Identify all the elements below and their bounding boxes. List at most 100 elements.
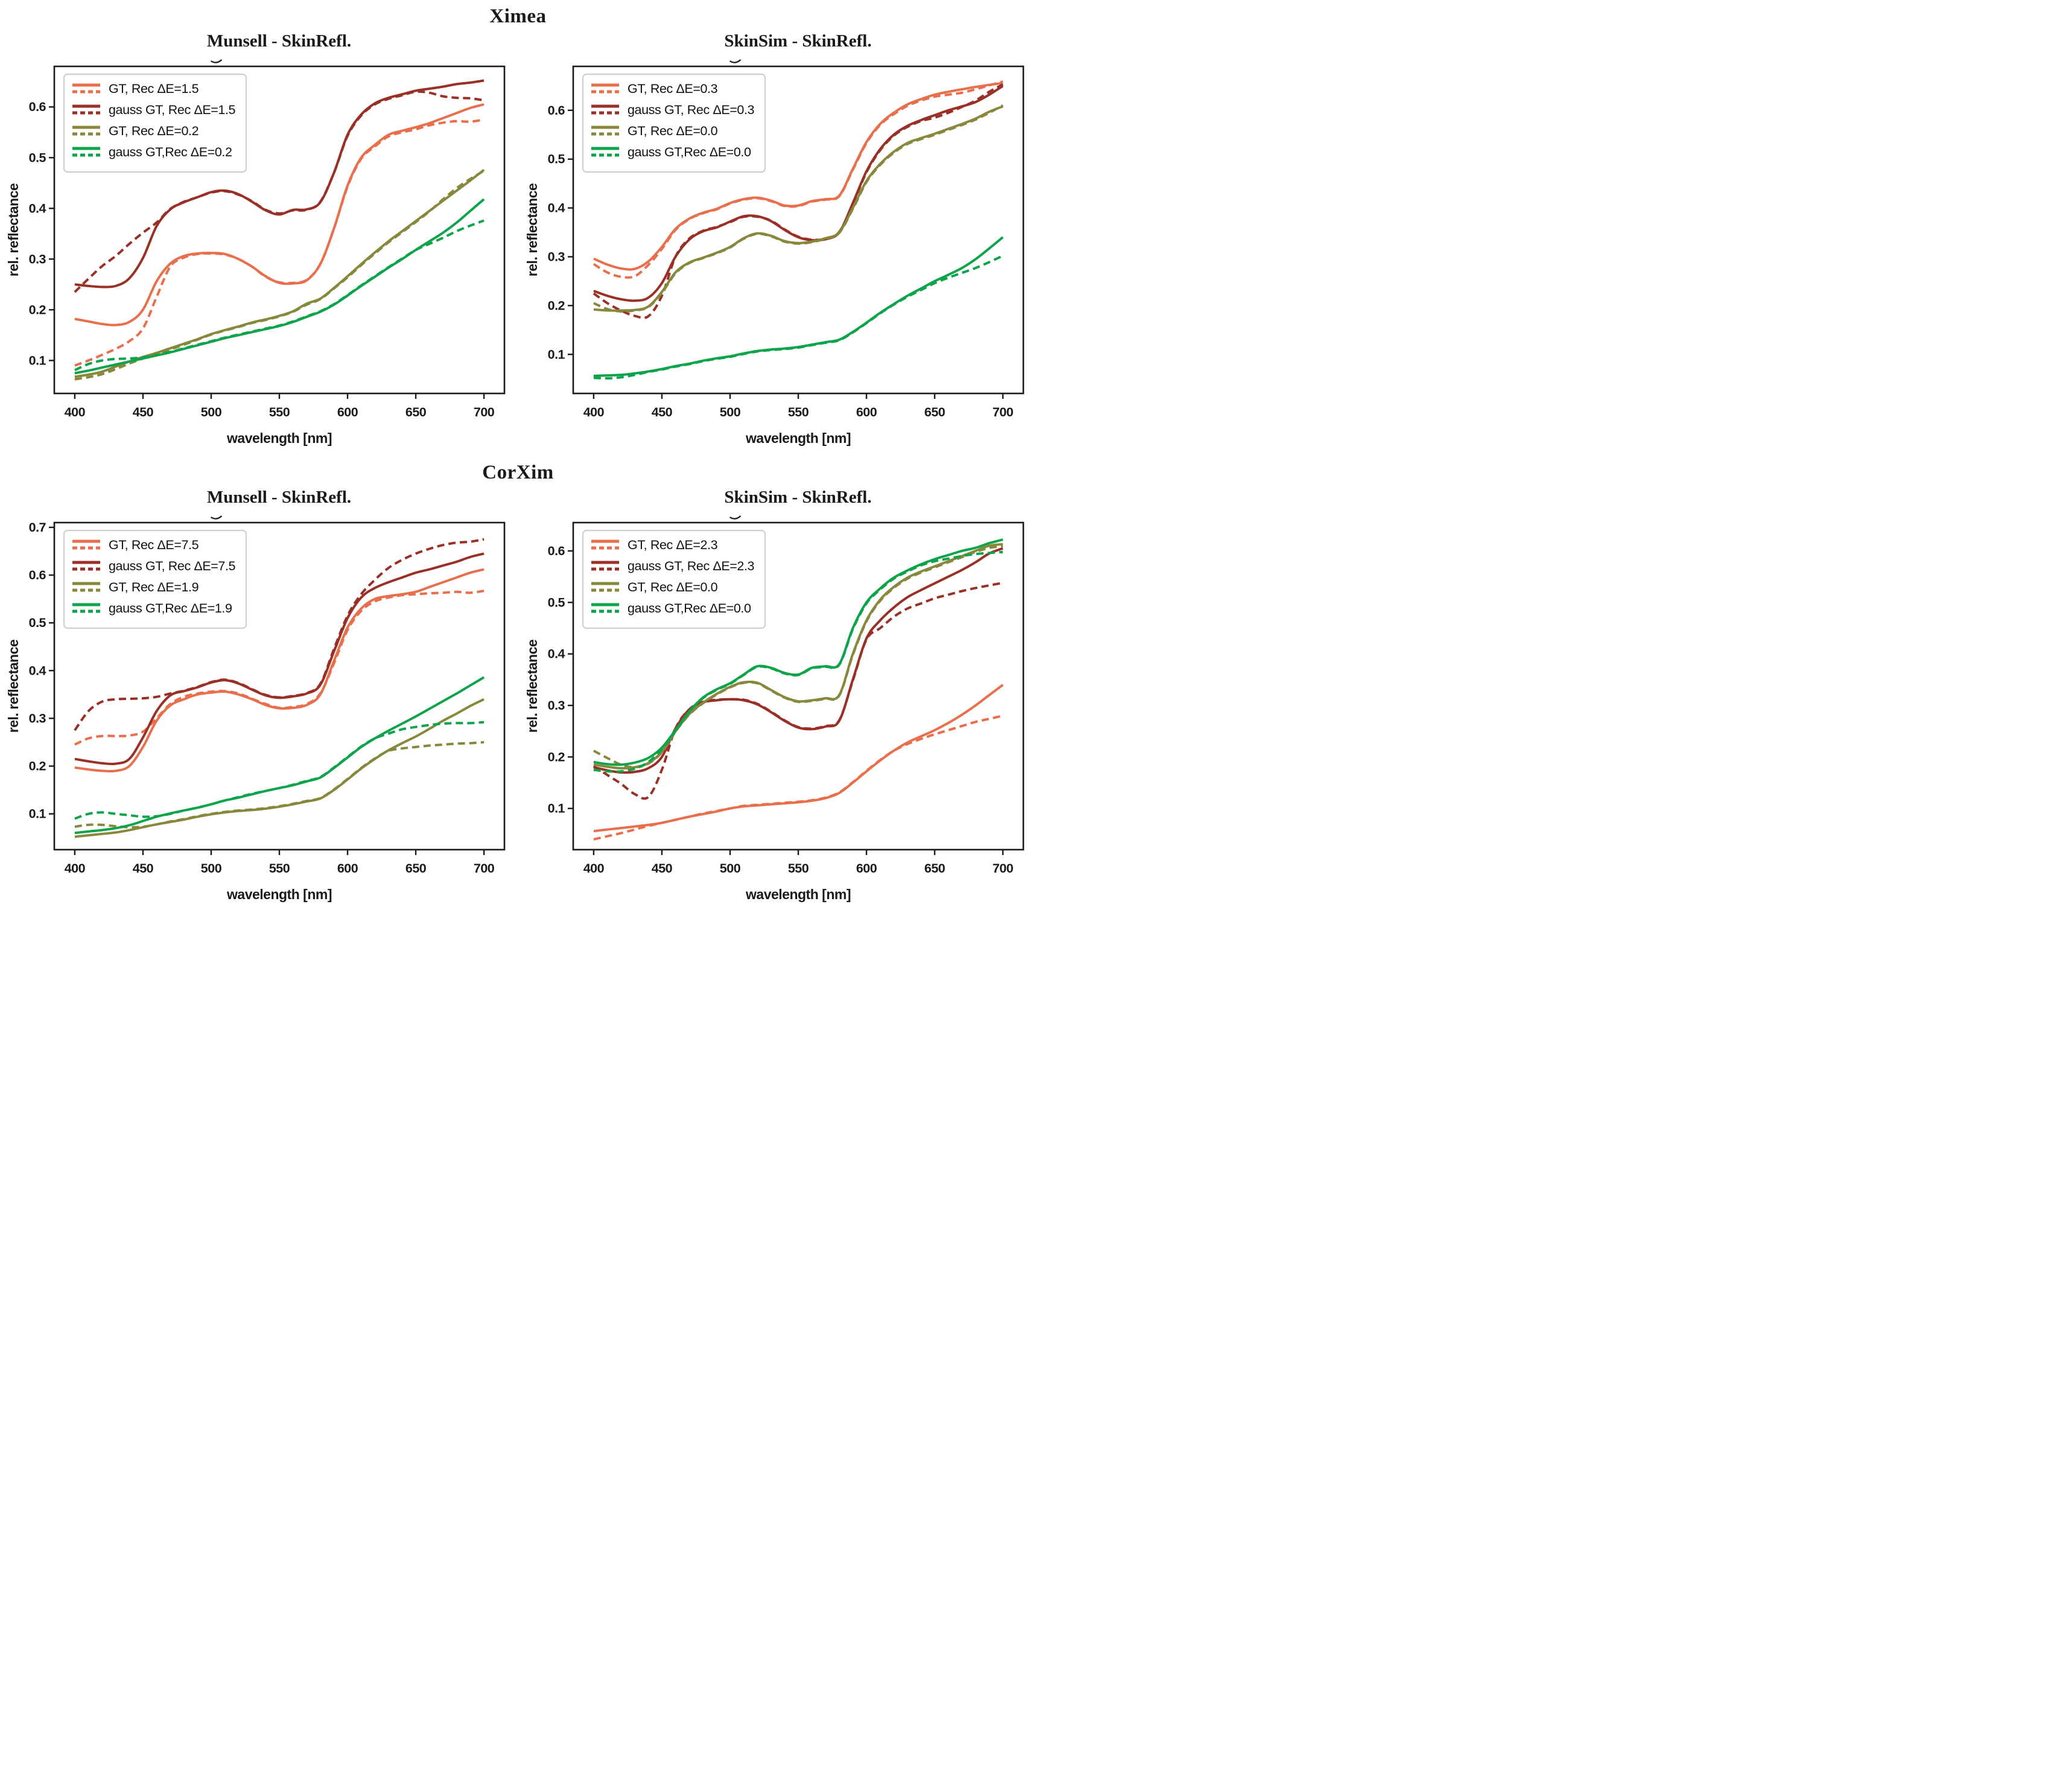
y-tick-label: 0.4 [547, 647, 565, 661]
plot-title-corxim-munsell: Munsell - SkinRefl. [206, 488, 352, 507]
series-3-Rec-darkred-dashed [593, 581, 1003, 800]
x-tick-label: 450 [132, 861, 153, 876]
series-3-Rec-orange-dashed [593, 714, 1003, 841]
y-axis-label: rel. reflectance [524, 640, 540, 733]
plot-title-corxim-skinsim: SkinSim - SkinRefl. [724, 488, 872, 507]
chart-svg-ximea-munsell: 400 450 500 550 600 650 700 0.1 0.2 0.3 0.4 0.5 0.6 w… [5, 59, 505, 446]
x-tick-label: 550 [269, 861, 290, 876]
x-tick-label: 650 [924, 861, 945, 876]
y-tick-label: 0.5 [28, 616, 46, 630]
suptitle-row2: CorXim [482, 462, 554, 483]
x-axis-label: wavelength [nm] [226, 886, 332, 902]
legend-entry-label: GT, Rec ΔE=2.3 [628, 538, 718, 552]
y-tick-label: 0.2 [547, 298, 565, 313]
x-tick-label: 600 [337, 405, 358, 419]
plot-corxim-munsell: Munsell - SkinRefl. 400 450 500 550 600 650 70… [4, 484, 514, 908]
y-tick-label: 0.7 [28, 520, 46, 535]
legend-entry-label: GT, Rec ΔE=1.9 [109, 580, 199, 594]
figure: Ximea Munsell - SkinRefl. 400 450 500 550 60… [0, 0, 1036, 908]
y-tick-label: 0.5 [547, 595, 565, 609]
x-tick-label: 600 [856, 861, 877, 876]
x-tick-label: 400 [64, 861, 85, 876]
y-tick-label: 0.5 [547, 152, 565, 167]
x-tick-label: 550 [787, 861, 809, 876]
y-tick-label: 0.4 [28, 201, 46, 215]
y-tick-label: 0.4 [28, 663, 46, 678]
series-0-Rec-green-dashed [74, 219, 485, 372]
x-tick-label: 500 [719, 405, 740, 419]
y-axis-label: rel. reflectance [5, 183, 21, 276]
row-ximea: Munsell - SkinRefl. 400 450 500 550 600 650 70… [0, 28, 1036, 451]
legend-entry-label: GT, Rec ΔE=7.5 [109, 538, 199, 552]
x-tick-label: 700 [992, 861, 1013, 876]
y-tick-label: 0.4 [547, 201, 565, 215]
title-artifact-mark [729, 515, 741, 520]
x-tick-label: 400 [64, 405, 85, 419]
series-2-Rec-orange-dashed [74, 590, 484, 746]
legend-entry-label: GT, Rec ΔE=1.5 [109, 81, 199, 96]
y-tick-label: 0.3 [28, 252, 46, 266]
x-tick-label: 450 [651, 405, 672, 419]
plot-ximea-skinsim: SkinSim - SkinRefl. 400 450 500 550 600 650 70… [523, 28, 1033, 451]
legend-entry-label: gauss GT, Rec ΔE=1.5 [109, 103, 236, 117]
x-tick-label: 400 [583, 405, 604, 419]
legend-entry-label: gauss GT, Rec ΔE=7.5 [109, 559, 236, 573]
row-corxim: Munsell - SkinRefl. 400 450 500 550 600 650 70… [0, 484, 1036, 908]
x-axis-label: wavelength [nm] [745, 886, 851, 902]
legend-entry-label: GT, Rec ΔE=0.0 [628, 580, 718, 594]
y-tick-label: 0.2 [28, 759, 46, 774]
x-tick-label: 500 [719, 861, 740, 876]
legend-box [582, 529, 766, 629]
legend-box [63, 529, 247, 629]
x-tick-label: 450 [651, 861, 672, 876]
x-axis-label: wavelength [nm] [745, 430, 851, 446]
suptitle-row1: Ximea [489, 5, 547, 27]
series-1-Rec-orange-dashed [593, 80, 1003, 279]
legend-entry-label: GT, Rec ΔE=0.0 [628, 124, 718, 138]
x-tick-label: 550 [269, 405, 290, 419]
y-tick-label: 0.3 [547, 698, 565, 713]
x-tick-label: 650 [405, 405, 426, 419]
series-0-Rec-darkred-dashed [74, 90, 484, 293]
chart-svg-corxim-munsell: 400 450 500 550 600 650 700 0.1 0.2 0.3 0.4 0.5 0.6 0… [5, 515, 505, 902]
plot-title-ximea-skinsim: SkinSim - SkinRefl. [724, 31, 872, 51]
legend-entry-label: gauss GT,Rec ΔE=0.2 [109, 145, 232, 159]
y-tick-label: 0.6 [28, 100, 46, 114]
legend-box [63, 73, 247, 173]
series-1-Rec-olive-dashed [593, 104, 1003, 313]
series-3-Rec-green-dashed [593, 550, 1003, 773]
y-tick-label: 0.3 [28, 711, 46, 725]
series-2-gaussGT-green-solid [74, 676, 485, 835]
y-tick-label: 0.5 [28, 150, 46, 165]
y-tick-label: 0.3 [547, 249, 565, 264]
y-tick-label: 0.1 [28, 353, 46, 368]
y-tick-label: 0.1 [547, 801, 565, 816]
series-0-Rec-olive-dashed [74, 170, 485, 381]
x-tick-label: 500 [200, 405, 221, 419]
plot-title-ximea-munsell: Munsell - SkinRefl. [206, 31, 352, 51]
x-tick-label: 550 [787, 405, 809, 419]
title-artifact-mark [210, 515, 222, 520]
y-tick-label: 0.2 [547, 749, 565, 764]
series-0-gaussGT-green-solid [74, 198, 485, 375]
x-tick-label: 700 [992, 405, 1013, 419]
x-tick-label: 400 [583, 861, 604, 876]
y-tick-label: 0.6 [547, 544, 565, 558]
chart-svg-ximea-skinsim: 400 450 500 550 600 650 700 0.1 0.2 0.3 0.4 0.5 0.6 w… [524, 59, 1024, 446]
series-1-Rec-darkred-dashed [593, 83, 1003, 319]
plot-corxim-skinsim: SkinSim - SkinRefl. 400 450 500 550 600 650 70… [523, 484, 1033, 908]
legend-box [582, 73, 766, 173]
x-tick-label: 650 [924, 405, 945, 419]
legend-entry-label: GT, Rec ΔE=0.2 [109, 124, 199, 138]
x-tick-label: 700 [473, 861, 494, 876]
y-axis-label: rel. reflectance [5, 640, 21, 733]
series-0-Rec-orange-dashed [74, 118, 484, 367]
plot-ximea-munsell: Munsell - SkinRefl. 400 450 500 550 600 650 70… [4, 28, 514, 451]
x-tick-label: 450 [132, 405, 153, 419]
series-2-Rec-olive-dashed [74, 741, 484, 829]
legend-entry-label: gauss GT,Rec ΔE=0.0 [628, 145, 751, 159]
y-axis-label: rel. reflectance [524, 183, 540, 276]
x-tick-label: 600 [337, 861, 358, 876]
series-2-Rec-darkred-dashed [73, 538, 484, 731]
x-tick-label: 500 [200, 861, 221, 876]
